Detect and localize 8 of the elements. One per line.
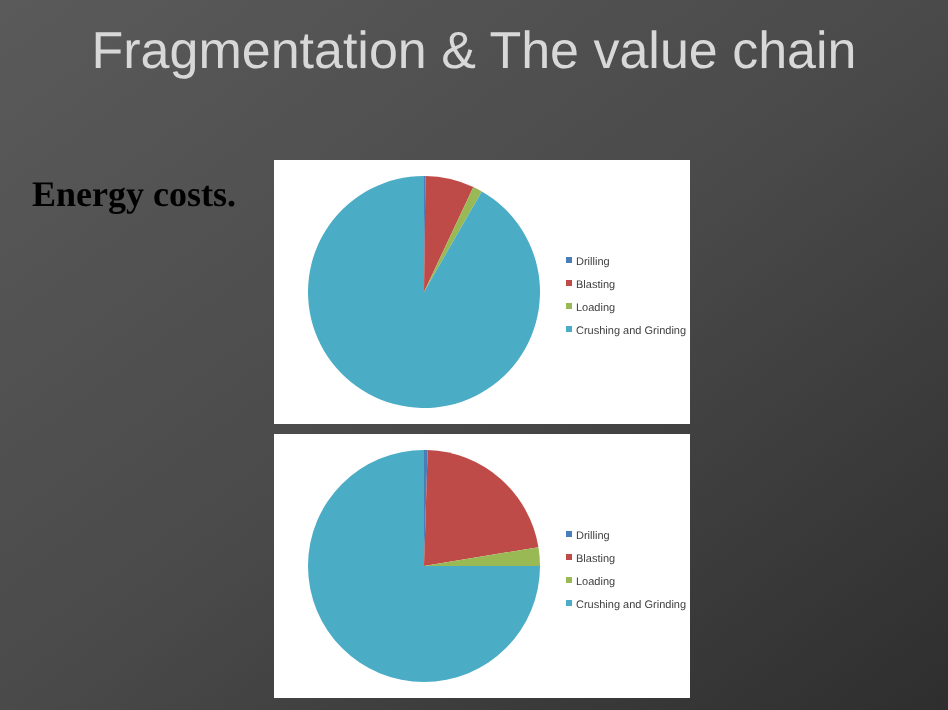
pie-slice	[308, 176, 540, 408]
chart-title: Fragmentation & The value chain	[91, 20, 857, 80]
pie-slice	[424, 450, 539, 566]
pie-slice	[424, 176, 474, 292]
pie-slice	[424, 187, 482, 292]
pie-slice	[424, 547, 540, 566]
pie-slice	[308, 450, 540, 682]
chart-subtitle: Energy costs.	[32, 174, 236, 214]
